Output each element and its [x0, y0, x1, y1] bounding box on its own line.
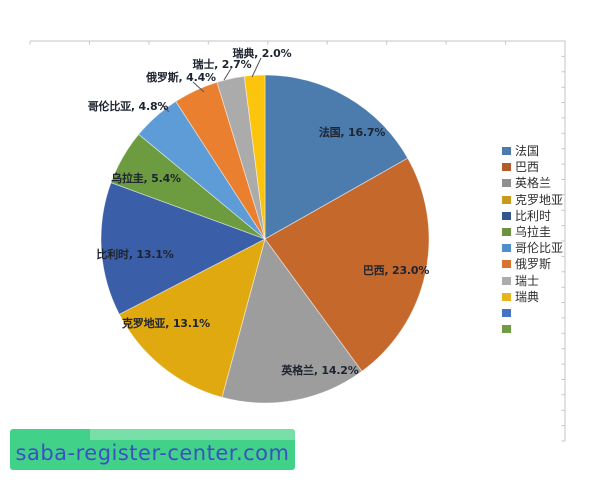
pie-slice-2: [221, 238, 363, 404]
legend-item-6: 哥伦比亚: [502, 240, 563, 256]
leader-line-3: [251, 57, 262, 78]
legend-swatch-icon: [502, 325, 511, 334]
legend-label: 英格兰: [515, 176, 552, 191]
legend-item-0: 法国: [502, 143, 563, 159]
watermark-banner: saba-register-center.com: [10, 429, 295, 470]
legend-label: 比利时: [515, 208, 552, 223]
legend-label: 乌拉圭: [515, 225, 552, 240]
legend-swatch-icon: [502, 195, 511, 204]
legend-label: 法国: [515, 144, 540, 159]
legend: 法国 巴西 英格兰 克罗地亚 比利时乌拉圭 哥伦比亚 俄罗斯 瑞士 瑞典: [502, 143, 563, 337]
pie-label-5: 乌拉圭, 5.4%: [111, 172, 181, 185]
legend-label: 哥伦比亚: [515, 241, 564, 256]
legend-item-4: 比利时: [502, 208, 563, 224]
legend-label: 瑞典: [515, 289, 540, 304]
legend-swatch-icon: [502, 308, 511, 317]
pie-label-7: 俄罗斯, 4.4%: [146, 71, 216, 84]
pie-label-3: 克罗地亚, 13.1%: [122, 317, 210, 330]
pie-label-8: 瑞士, 2.7%: [192, 58, 252, 71]
pie-slice-1: [264, 157, 430, 372]
legend-swatch-icon: [502, 147, 511, 156]
pie-label-9: 瑞典, 2.0%: [232, 47, 292, 60]
legend-item-8: 瑞士: [502, 273, 563, 289]
legend-item-1: 巴西: [502, 159, 563, 175]
pie-label-0: 法国, 16.7%: [318, 126, 386, 139]
legend-swatch-icon: [502, 244, 511, 253]
watermark-text: saba-register-center.com: [15, 440, 290, 465]
legend-swatch-icon: [502, 179, 511, 188]
legend-item-9: 瑞典: [502, 289, 563, 305]
pie-slice-9: [243, 74, 266, 240]
legend-item-7: 俄罗斯: [502, 256, 563, 272]
legend-swatch-icon: [502, 260, 511, 269]
legend-swatch-icon: [502, 276, 511, 285]
pie-label-6: 哥伦比亚, 4.8%: [87, 100, 169, 113]
legend-item-11: [502, 321, 563, 337]
pie-slice-0: [264, 74, 409, 240]
pie-slice-4: [100, 182, 266, 315]
legend-item-5: 乌拉圭: [502, 224, 563, 240]
plot-border: [29, 40, 566, 442]
pie-slice-3: [118, 238, 266, 398]
legend-swatch-icon: [502, 228, 511, 237]
pie-label-4: 比利时, 13.1%: [96, 248, 174, 261]
legend-swatch-icon: [502, 292, 511, 301]
legend-label: 俄罗斯: [515, 257, 552, 272]
legend-item-10: [502, 305, 563, 321]
legend-label: 瑞士: [515, 273, 540, 288]
legend-item-2: 英格兰: [502, 175, 563, 191]
watermark-accent: [90, 429, 295, 440]
legend-swatch-icon: [502, 163, 511, 172]
legend-label: 巴西: [515, 160, 540, 175]
leader-line-1: [192, 81, 205, 93]
legend-label: 克罗地亚: [515, 192, 564, 207]
pie-label-1: 巴西, 23.0%: [362, 264, 430, 277]
leader-line-0: [160, 103, 170, 113]
legend-swatch-icon: [502, 211, 511, 220]
leader-line-2: [223, 66, 233, 81]
pie-label-2: 英格兰, 14.2%: [281, 364, 359, 377]
legend-item-3: 克罗地亚: [502, 192, 563, 208]
